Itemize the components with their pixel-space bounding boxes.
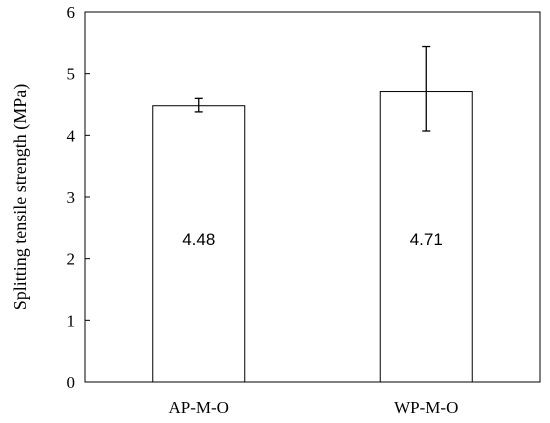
data-labels: 4.48 4.71	[182, 230, 443, 249]
y-tick-label: 1	[67, 311, 76, 330]
x-tick-label: AP-M-O	[169, 398, 229, 417]
y-tick-label: 2	[67, 250, 76, 269]
data-label: 4.48	[182, 230, 215, 249]
bars	[152, 91, 473, 383]
error-bar	[194, 97, 203, 113]
x-tick-label: WP-M-O	[394, 398, 458, 417]
data-label: 4.71	[410, 230, 443, 249]
y-tick-label: 0	[67, 373, 76, 392]
bar-wp-m-o	[379, 91, 473, 383]
y-tick-label: 4	[67, 126, 76, 145]
y-axis-title: Splitting tensile strength (MPa)	[10, 84, 31, 311]
error-bars	[194, 45, 431, 132]
x-axis-ticks: AP-M-O WP-M-O	[169, 377, 458, 417]
y-axis-ticks: 0 1 2 3 4 5 6	[67, 3, 90, 392]
y-tick-label: 6	[67, 3, 76, 22]
y-tick-label: 3	[67, 188, 76, 207]
bar-ap-m-o	[152, 105, 246, 383]
y-tick-label: 5	[67, 65, 76, 84]
error-bar	[422, 45, 431, 132]
